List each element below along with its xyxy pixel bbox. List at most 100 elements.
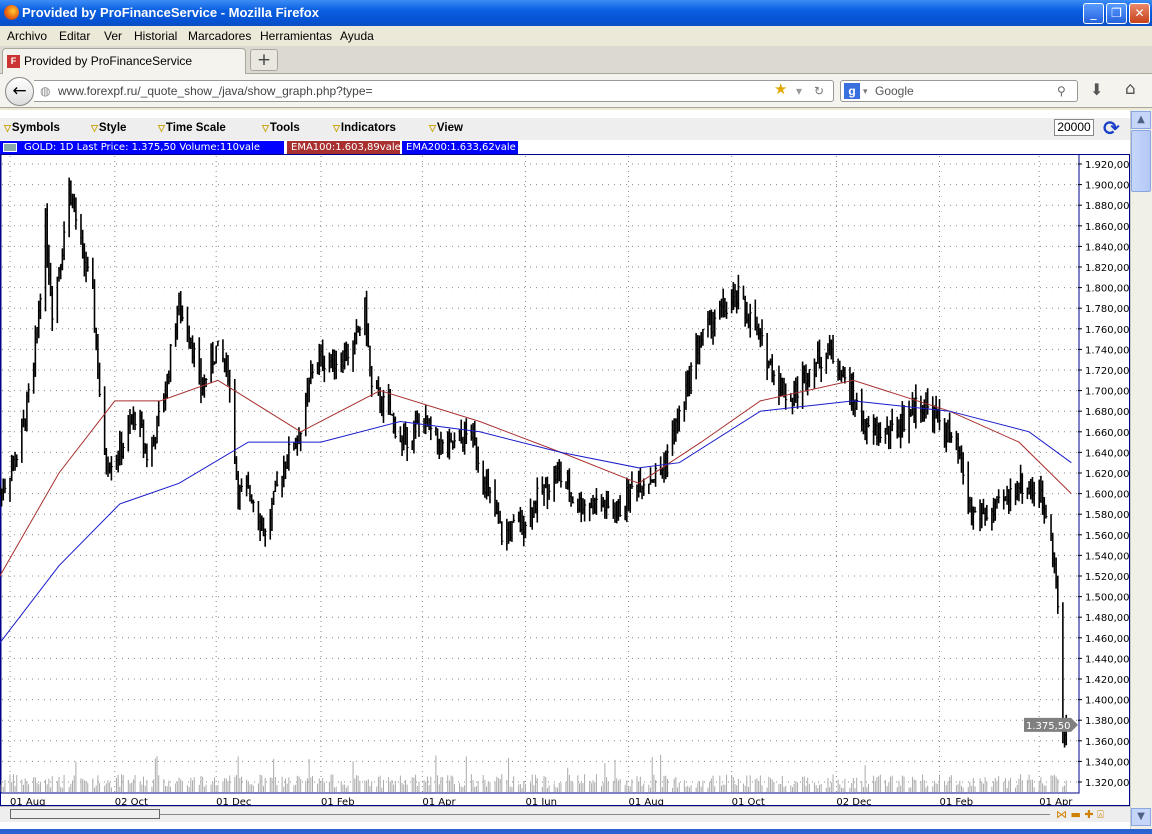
y-tick-label: 1.900,00 [1085, 181, 1130, 192]
x-tick-label: 02 Oct [115, 797, 148, 806]
legend-main: GOLD: 1D Last Price: 1.375,50 Volume:110… [0, 141, 284, 154]
chart-legend: GOLD: 1D Last Price: 1.375,50 Volume:110… [0, 141, 1128, 154]
y-tick-label: 1.520,00 [1085, 572, 1130, 583]
home-icon[interactable]: ⌂ [1125, 79, 1136, 99]
legend-ema200: EMA200:1.633,62vale [402, 141, 518, 154]
menu-ayuda[interactable]: Ayuda [340, 29, 374, 43]
last-price-label: 1.375,50 [1026, 721, 1071, 732]
y-tick-label: 1.480,00 [1085, 613, 1130, 624]
chart-scroll-thumb[interactable] [10, 809, 160, 819]
y-tick-label: 1.420,00 [1085, 675, 1130, 686]
x-tick-label: 01 Apr [422, 797, 456, 806]
y-tick-label: 1.760,00 [1085, 325, 1130, 336]
zoom-out-icon[interactable]: ▬ [1070, 808, 1081, 821]
google-icon: g [844, 83, 860, 99]
site-favicon: F [7, 55, 20, 68]
y-tick-label: 1.680,00 [1085, 407, 1130, 418]
last-price-tag [1024, 717, 1078, 732]
y-tick-label: 1.460,00 [1085, 634, 1130, 645]
menu-editar[interactable]: Editar [59, 29, 91, 43]
fit-icon[interactable]: ⋈ [1056, 808, 1067, 821]
x-tick-label: 01 Aug [10, 797, 45, 806]
y-tick-label: 1.820,00 [1085, 263, 1130, 274]
legend-toggle-icon[interactable] [3, 143, 17, 152]
tools-menu[interactable]: Tools [262, 122, 300, 134]
back-button[interactable]: ← [5, 77, 34, 106]
new-tab-button[interactable]: + [250, 49, 278, 71]
x-tick-label: 01 Feb [940, 797, 974, 806]
y-tick-label: 1.700,00 [1085, 387, 1130, 398]
y-tick-label: 1.380,00 [1085, 716, 1130, 727]
refresh-icon[interactable]: ⟳ [1103, 116, 1120, 140]
y-tick-label: 1.400,00 [1085, 696, 1130, 707]
y-tick-label: 1.560,00 [1085, 531, 1130, 542]
y-tick-label: 1.540,00 [1085, 551, 1130, 562]
search-icon[interactable]: ⚲ [1057, 84, 1066, 98]
x-tick-label: 01 Oct [732, 797, 765, 806]
search-input[interactable]: g ▾ Google ⚲ [840, 80, 1078, 102]
maximize-button[interactable]: ❐ [1106, 3, 1127, 24]
reload-icon[interactable]: ↻ [814, 84, 825, 98]
y-tick-label: 1.780,00 [1085, 304, 1130, 315]
minimize-button[interactable]: _ [1083, 3, 1104, 24]
ema200-line [0, 400, 1072, 644]
y-tick-label: 1.340,00 [1085, 757, 1130, 768]
engine-dropdown-icon[interactable]: ▾ [863, 86, 868, 96]
window-title: Provided by ProFinanceService - Mozilla … [22, 5, 319, 20]
x-tick-label: 01 Aug [629, 797, 664, 806]
download-icon[interactable]: ⬇ [1090, 80, 1104, 99]
x-tick-label: 01 Feb [321, 797, 355, 806]
scroll-up-arrow-icon[interactable]: ▲ [1131, 111, 1151, 129]
x-tick-label: 02 Dec [836, 797, 871, 806]
close-button[interactable]: ✕ [1129, 3, 1150, 24]
y-tick-label: 1.800,00 [1085, 284, 1130, 295]
y-tick-label: 1.320,00 [1085, 778, 1130, 789]
symbols-menu[interactable]: Symbols [4, 122, 60, 134]
indicators-menu[interactable]: Indicators [333, 122, 396, 134]
price-chart[interactable]: 1.920,00 1.900,00 1.880,00 1.860,00 1.840,00… [0, 154, 1130, 806]
menu-archivo[interactable]: Archivo [7, 29, 48, 43]
menu-historial[interactable]: Historial [134, 29, 178, 43]
window-title-bar: Provided by ProFinanceService - Mozilla … [0, 0, 1152, 26]
y-tick-label: 1.440,00 [1085, 654, 1130, 665]
url-bar[interactable]: ◍ www.forexpf.ru/_quote_show_/java/show_g… [34, 80, 834, 102]
y-tick-label: 1.640,00 [1085, 448, 1130, 459]
dropdown-icon[interactable]: ▾ [796, 84, 803, 98]
y-tick-label: 1.580,00 [1085, 510, 1130, 521]
bookmark-star-icon[interactable]: ★ [774, 81, 788, 98]
status-bar [0, 829, 1152, 834]
view-menu[interactable]: View [429, 122, 463, 134]
y-tick-label: 1.620,00 [1085, 469, 1130, 480]
chart-toolbar: Symbols Style Time Scale Tools Indicator… [0, 118, 1130, 140]
chart-controls: ⋈ ▬ ✚ ⍓ [1056, 808, 1104, 822]
menu-herramientas[interactable]: Herramientas [260, 29, 333, 43]
x-tick-label: 01 Jun [525, 797, 557, 806]
search-placeholder: Google [875, 84, 914, 98]
style-menu[interactable]: Style [91, 122, 127, 134]
url-text: www.forexpf.ru/_quote_show_/java/show_gr… [58, 84, 373, 98]
zoom-in-icon[interactable]: ✚ [1084, 808, 1094, 821]
pin-icon[interactable]: ⍓ [1097, 808, 1104, 821]
zoom-value-input[interactable]: 20000 [1054, 119, 1094, 136]
plot-border [0, 154, 1080, 794]
page-scrollbar[interactable] [1130, 110, 1152, 830]
scroll-down-arrow-icon[interactable]: ▼ [1131, 808, 1151, 826]
y-tick-label: 1.880,00 [1085, 201, 1130, 212]
y-tick-label: 1.600,00 [1085, 490, 1130, 501]
page-scroll-thumb[interactable] [1131, 130, 1151, 192]
menu-ver[interactable]: Ver [104, 29, 123, 43]
y-tick-label: 1.360,00 [1085, 737, 1130, 748]
x-tick-label: 01 Apr [1039, 797, 1073, 806]
ema100-line [0, 379, 1072, 577]
y-tick-label: 1.720,00 [1085, 366, 1130, 377]
menu-bar: Archivo Editar Ver Historial Marcadores … [0, 26, 1152, 46]
legend-main-text: GOLD: 1D Last Price: 1.375,50 Volume:110… [24, 142, 260, 153]
time-scale-menu[interactable]: Time Scale [158, 122, 226, 134]
tab-active[interactable]: F Provided by ProFinanceService [2, 48, 246, 75]
tab-label: Provided by ProFinanceService [24, 54, 193, 68]
y-tick-label: 1.500,00 [1085, 593, 1130, 604]
menu-marcadores[interactable]: Marcadores [188, 29, 252, 43]
y-tick-label: 1.860,00 [1085, 222, 1130, 233]
y-tick-label: 1.740,00 [1085, 345, 1130, 356]
chart-scroll-track [160, 814, 1050, 815]
